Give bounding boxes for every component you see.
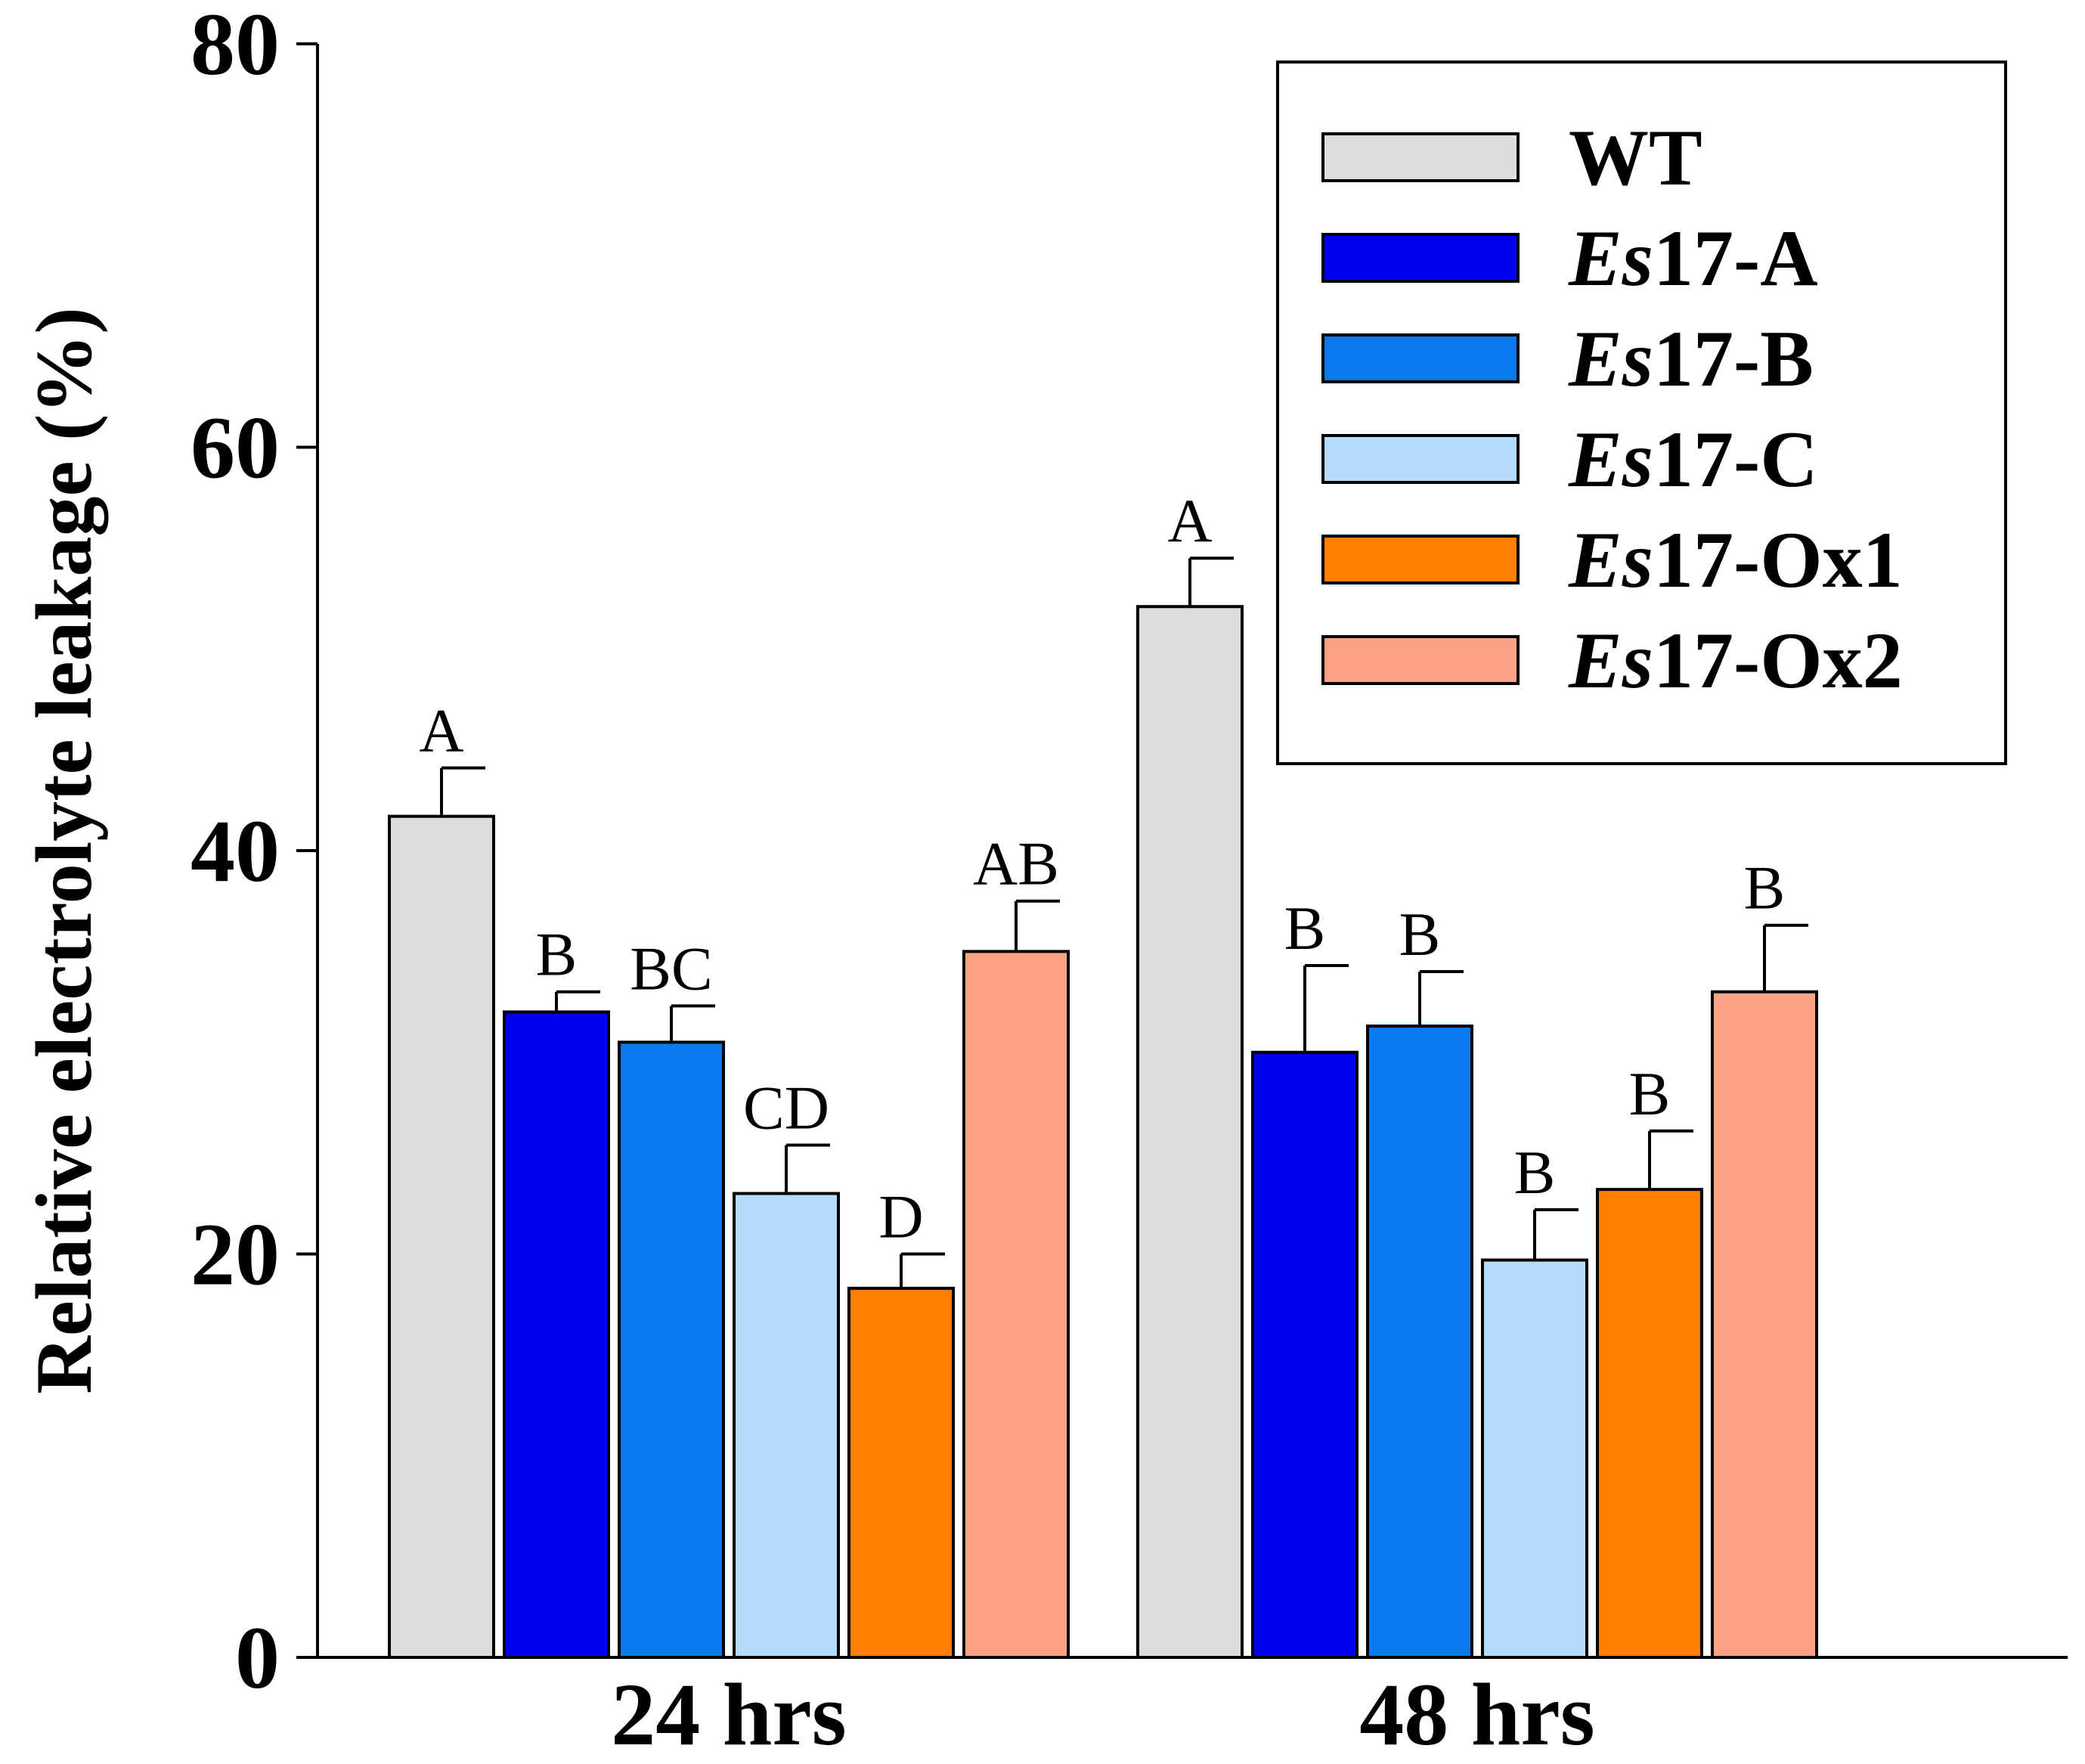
legend-label-wt: WT [1569,113,1702,202]
legend-label-es17-b: Es17-B [1568,315,1814,403]
x-category-label: 48 hrs [1359,1665,1594,1760]
legend-label-es17-ox2: Es17-Ox2 [1568,616,1903,705]
significance-label: B [1399,900,1441,969]
significance-label: B [1744,854,1786,922]
bar-es17-ox2-1 [1711,990,1818,1659]
bar-es17-c-0 [733,1192,840,1659]
significance-label: B [1514,1138,1556,1207]
bar-es17-ox1-0 [847,1286,955,1660]
bar-es17-a-0 [503,1010,610,1659]
legend-label-italic-part: Es [1568,315,1653,403]
legend-label-rest: 17-Ox1 [1653,516,1903,604]
bar-es17-c-1 [1481,1258,1588,1659]
significance-label: B [1629,1059,1671,1128]
y-tick-label: 80 [191,0,280,94]
legend-label-italic-part: Es [1568,516,1653,604]
significance-label: B [536,920,578,989]
legend-swatch-es17-c [1321,434,1520,484]
y-axis-title: Relative electrolyte leakage (%) [20,307,108,1394]
legend-swatch-es17-ox2 [1321,635,1520,685]
legend-label-rest: WT [1569,113,1702,202]
legend-label-rest: 17-Ox2 [1653,616,1903,705]
legend-swatch-es17-a [1321,233,1520,283]
significance-label: CD [743,1073,829,1142]
significance-label: BC [630,934,712,1003]
legend-swatch-es17-b [1321,333,1520,383]
legend-label-es17-ox1: Es17-Ox1 [1568,516,1903,604]
y-tick-label: 0 [235,1608,280,1707]
legend-label-es17-a: Es17-A [1568,214,1818,302]
legend-label-es17-c: Es17-C [1568,415,1818,504]
significance-label: AB [973,829,1059,898]
axes: 0 20 40 60 80 Relative electrolyte leakage (%… [20,0,2068,1764]
y-tick-label: 40 [191,801,280,901]
bar-es17-ox2-0 [962,950,1070,1659]
significance-label: D [878,1183,923,1251]
bar-es17-a-1 [1251,1050,1359,1659]
legend-label-italic-part: Es [1568,214,1653,302]
significance-label: A [419,696,463,765]
legend-label-rest: 17-B [1653,315,1814,403]
y-tick-label: 60 [191,398,280,498]
x-category-label: 24 hrs [611,1665,846,1760]
legend-label-italic-part: Es [1568,616,1653,705]
significance-label: A [1167,486,1212,555]
bar-wt-0 [388,814,495,1659]
bar-es17-b-0 [618,1040,725,1659]
legend-swatch-es17-ox1 [1321,535,1520,584]
legend-swatch-wt [1321,132,1520,182]
bar-wt-1 [1136,605,1244,1659]
significance-label: B [1284,894,1326,963]
bar-es17-b-1 [1366,1025,1473,1659]
legend-label-rest: 17-C [1653,415,1818,504]
legend-label-rest: 17-A [1653,214,1818,302]
legend-label-italic-part: Es [1568,415,1653,504]
y-tick-label: 20 [191,1205,280,1304]
bar-es17-ox1-1 [1596,1188,1703,1659]
